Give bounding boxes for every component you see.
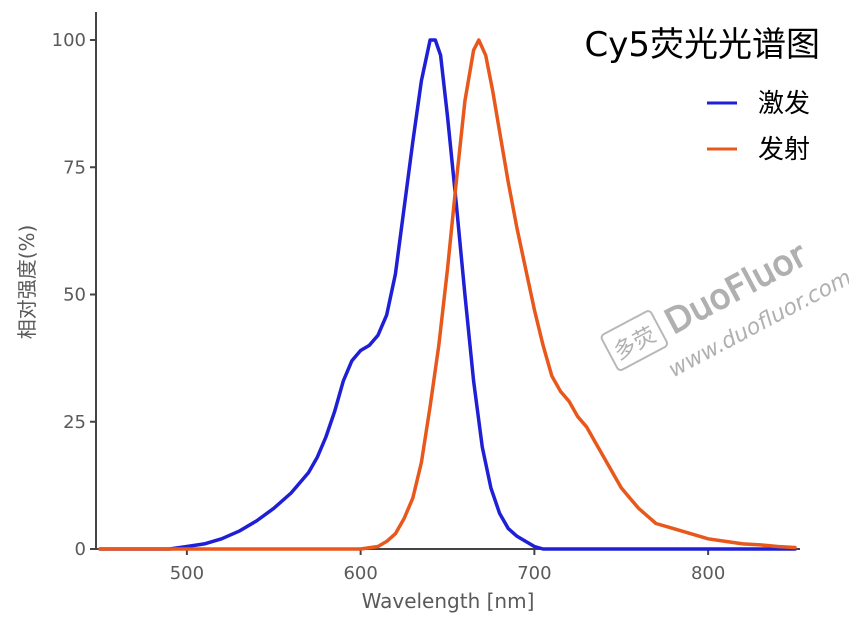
chart-title: Cy5荧光光谱图 <box>585 25 821 65</box>
x-tick-label: 800 <box>691 563 725 584</box>
x-axis-title: Wavelength [nm] <box>362 589 535 613</box>
y-tick-label: 0 <box>75 539 86 560</box>
y-tick-label: 50 <box>63 285 86 306</box>
x-tick-label: 600 <box>343 563 377 584</box>
y-tick-label: 100 <box>52 30 86 51</box>
y-tick-label: 25 <box>63 412 86 433</box>
y-axis-title: 相对强度(%) <box>15 225 39 340</box>
legend: 激发 发射 <box>707 89 810 165</box>
y-tick-label: 75 <box>63 157 86 178</box>
legend-label-emission: 发射 <box>758 135 810 165</box>
legend-label-excitation: 激发 <box>758 89 810 119</box>
series-line-emission <box>98 38 797 551</box>
series-layer <box>98 38 797 551</box>
x-ticks: 500 600 700 800 <box>170 549 725 584</box>
watermark: 多荧 DuoFluor www.duofluor.com <box>600 234 849 383</box>
x-tick-label: 500 <box>170 563 204 584</box>
watermark-logo: 多荧 <box>610 323 661 366</box>
watermark-logo-box <box>600 310 669 371</box>
x-tick-label: 700 <box>517 563 551 584</box>
y-ticks: 0 25 50 75 100 <box>52 30 96 560</box>
series-line-excitation <box>98 38 797 551</box>
